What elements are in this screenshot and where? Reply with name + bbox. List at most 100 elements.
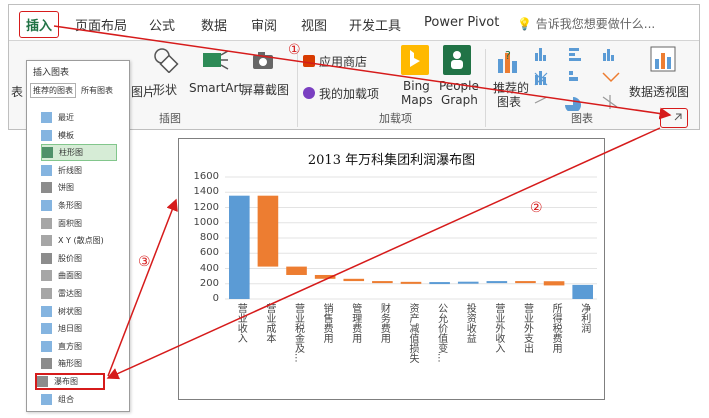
waterfall-bar[interactable]: [572, 284, 593, 299]
chart-type-item[interactable]: 柱形图: [41, 144, 117, 162]
smartart-icon[interactable]: [201, 47, 229, 73]
chart-type-icon: [41, 235, 52, 247]
group-label-illustrations: 插图: [159, 112, 181, 125]
tab-recommended-charts[interactable]: 推荐的图表: [30, 83, 76, 98]
chart-dialog-launcher[interactable]: [660, 108, 688, 128]
tab-power-pivot[interactable]: Power Pivot: [424, 15, 500, 30]
waterfall-bar[interactable]: [229, 195, 250, 299]
chart-type-icon: [41, 112, 52, 123]
chart-type-label: 条形图: [58, 201, 82, 210]
chart-type-item[interactable]: 树状图: [41, 303, 117, 320]
chart-type-item[interactable]: X Y (散点图): [41, 232, 117, 249]
pivot-chart-button[interactable]: 数据透视图: [629, 85, 690, 99]
chart-type-icon: [41, 305, 52, 317]
group-label-addins: 加载项: [379, 112, 412, 125]
chart-type-item[interactable]: 雷达图: [41, 285, 117, 302]
waterfall-chart[interactable]: 2013 年万科集团利润瀑布图 1600 1400 1200 1000 800 600 40…: [178, 138, 605, 400]
tab-view[interactable]: 视图: [301, 19, 328, 34]
screenshot-button[interactable]: 屏幕截图: [241, 83, 290, 97]
chart-type-icon: [41, 164, 52, 176]
tab-formulas[interactable]: 公式: [149, 19, 176, 34]
chart-type-label: 雷达图: [58, 289, 82, 298]
chart-type-icon: [41, 217, 52, 229]
tell-me-box[interactable]: 💡 告诉我您想要做什么...: [517, 15, 655, 32]
x-tick-label: 管理费用: [349, 303, 361, 343]
chart-type-item[interactable]: 箱形图: [41, 355, 117, 372]
chart-type-icon: [41, 323, 52, 335]
tab-review[interactable]: 审阅: [251, 19, 278, 34]
chart-type-item[interactable]: 折线图: [41, 162, 117, 179]
tab-developer[interactable]: 开发工具: [349, 19, 402, 34]
shapes-icon[interactable]: [153, 47, 179, 73]
pictures-button[interactable]: 图片: [131, 85, 156, 99]
chart-type-item[interactable]: 股价图: [41, 250, 117, 267]
x-tick-label: 资产减值损失: [407, 303, 418, 363]
people-graph-label-2[interactable]: Graph: [441, 93, 478, 107]
tab-data[interactable]: 数据: [201, 19, 228, 34]
smartart-button[interactable]: SmartArt: [189, 81, 244, 95]
waterfall-bar[interactable]: [515, 281, 536, 284]
svg-text:?: ?: [505, 49, 511, 62]
camera-icon[interactable]: [251, 49, 275, 71]
chart-type-label: 饼图: [58, 183, 74, 193]
x-tick-label: 财务费用: [378, 303, 390, 343]
waterfall-bar[interactable]: [257, 195, 279, 267]
chart-type-label: 旭日图: [58, 324, 82, 334]
my-addins-button[interactable]: 我的加载项: [319, 87, 380, 101]
ribbon-tab-bar: 插入 页面布局 公式 数据 审阅 视图 开发工具 Power Pivot 💡 告…: [9, 5, 699, 41]
chart-type-item[interactable]: 面积图: [41, 215, 117, 232]
chart-type-item[interactable]: 组合: [41, 391, 117, 408]
recommended-charts-label-2[interactable]: 图表: [497, 95, 522, 109]
chart-type-item[interactable]: 最近: [41, 109, 117, 126]
bing-maps-label-1[interactable]: Bing: [403, 79, 430, 93]
chart-type-item[interactable]: 旭日图: [41, 320, 117, 337]
waterfall-bar[interactable]: [400, 281, 422, 284]
waterfall-bar[interactable]: [314, 274, 336, 279]
store-icon[interactable]: [303, 55, 315, 67]
waterfall-bar[interactable]: [343, 278, 365, 282]
chart-type-item[interactable]: 饼图: [41, 179, 117, 196]
waterfall-bar[interactable]: [372, 281, 393, 284]
x-tick-label: 营业外支出: [521, 303, 533, 353]
x-tick-label: 营业税金及...: [292, 303, 304, 363]
chart-type-label: 曲面图: [58, 271, 82, 281]
group-label-charts: 图表: [571, 112, 593, 125]
waterfall-bar[interactable]: [286, 266, 307, 275]
pivot-chart-icon[interactable]: [649, 45, 679, 75]
chart-type-icon: [41, 393, 52, 405]
waterfall-bar[interactable]: [429, 282, 450, 285]
people-graph-label-1[interactable]: People: [439, 79, 479, 93]
recommended-charts-icon[interactable]: ?: [495, 47, 523, 75]
store-button[interactable]: 应用商店: [319, 55, 368, 69]
tab-all-charts[interactable]: 所有图表: [81, 86, 113, 95]
x-tick-label: 销售费用: [321, 303, 333, 343]
tab-insert[interactable]: 插入: [19, 11, 60, 38]
chart-type-buttons[interactable]: [533, 45, 639, 111]
chart-type-item[interactable]: 条形图: [41, 197, 117, 214]
bing-maps-label-2[interactable]: Maps: [401, 93, 433, 107]
waterfall-bar[interactable]: [486, 281, 508, 284]
x-tick-label: 营业外收入: [492, 303, 504, 353]
my-addins-icon[interactable]: [303, 87, 315, 99]
annotation-2: ②: [530, 200, 543, 216]
shapes-button[interactable]: 形状: [153, 83, 178, 97]
chart-plot-area: [225, 176, 597, 300]
table-button-label[interactable]: 表: [11, 85, 24, 99]
waterfall-bar[interactable]: [543, 281, 565, 286]
chart-type-item[interactable]: 瀑布图: [35, 373, 105, 390]
people-graph-icon[interactable]: [443, 45, 471, 75]
chart-type-label: 折线图: [58, 165, 82, 175]
chart-type-label: 面积图: [58, 218, 82, 228]
chart-type-item[interactable]: 模板: [41, 127, 117, 144]
dialog-title: 插入图表: [33, 68, 70, 78]
chart-type-label: 模板: [58, 130, 74, 140]
chart-type-icon: [41, 270, 52, 282]
chart-type-item[interactable]: 直方图: [41, 338, 117, 355]
bing-maps-icon[interactable]: [401, 45, 429, 75]
waterfall-bar[interactable]: [457, 281, 479, 284]
annotation-3: ③: [138, 254, 151, 270]
tab-page-layout[interactable]: 页面布局: [75, 19, 128, 34]
chart-type-icon: [42, 147, 53, 159]
chart-type-item[interactable]: 曲面图: [41, 267, 117, 284]
dialog-launcher-icon: [674, 113, 682, 121]
